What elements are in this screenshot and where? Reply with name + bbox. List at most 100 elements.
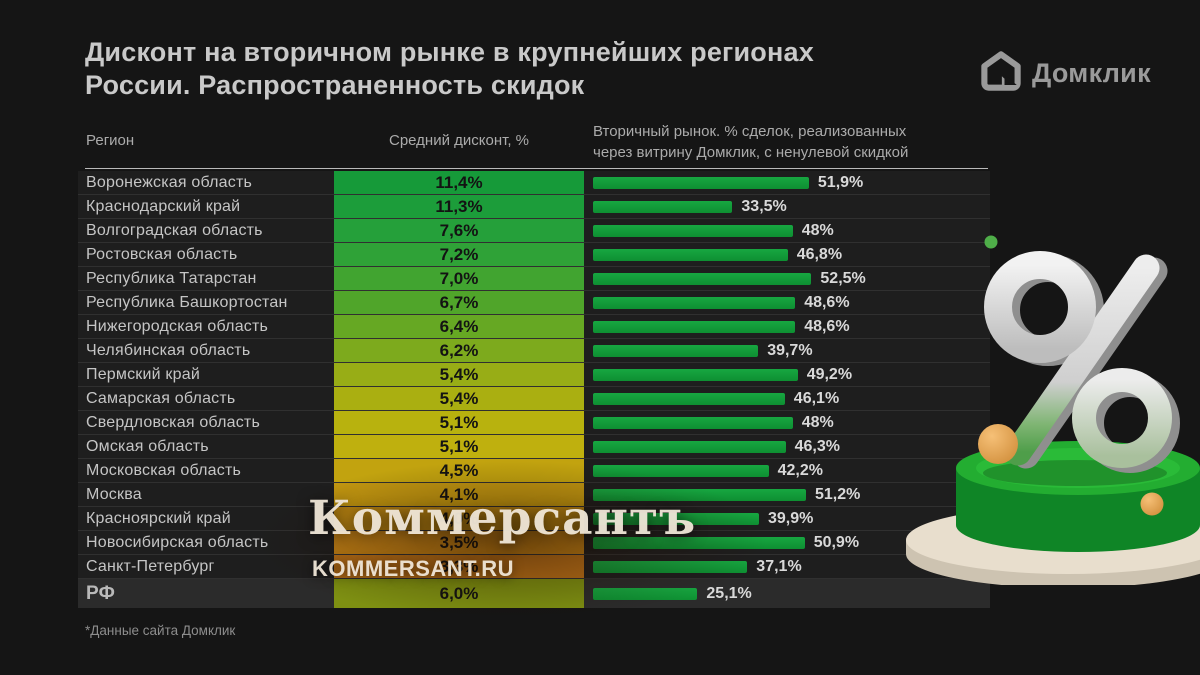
domklik-house-icon bbox=[980, 50, 1022, 97]
share-bar bbox=[593, 320, 796, 333]
column-header-share-line1: Вторичный рынок. % сделок, реализованных bbox=[593, 123, 907, 140]
table-row: Санкт-Петербург 3,3% 37,1% bbox=[78, 555, 990, 579]
share-bar-label: 48,6% bbox=[804, 317, 850, 335]
region-name: Воронежская область bbox=[86, 173, 253, 191]
source-footnote: *Данные сайта Домклик bbox=[85, 623, 236, 638]
avg-discount-cell: 7,6% bbox=[334, 219, 584, 242]
share-bar-label: 42,2% bbox=[777, 461, 823, 479]
share-bar-label: 49,2% bbox=[806, 365, 853, 383]
share-bar bbox=[593, 272, 812, 285]
region-name: Волгоградская область bbox=[86, 221, 263, 239]
table-row: Республика Башкортостан 6,7% 48,6% bbox=[78, 291, 990, 315]
share-bar-label: 50,9% bbox=[813, 533, 860, 551]
share-bar-wrap: 46,3% bbox=[593, 435, 986, 458]
avg-discount-cell: 11,3% bbox=[334, 195, 584, 218]
avg-discount-cell: 5,1% bbox=[334, 435, 584, 458]
share-bar bbox=[593, 392, 785, 405]
brand-logo: Домклик bbox=[980, 50, 1151, 97]
share-bar bbox=[593, 200, 733, 213]
table-row: Челябинская область 6,2% 39,7% bbox=[78, 339, 990, 363]
avg-discount-cell: 11,4% bbox=[334, 171, 584, 194]
share-bar-label: 52,5% bbox=[820, 269, 866, 287]
share-bar bbox=[593, 176, 809, 189]
share-bar bbox=[593, 440, 786, 453]
column-header-avg-discount: Средний дисконт, % bbox=[388, 132, 530, 149]
region-name: Республика Башкортостан bbox=[86, 293, 288, 311]
table-row: Ростовская область 7,2% 46,8% bbox=[78, 243, 990, 267]
avg-discount-cell: 5,4% bbox=[334, 387, 584, 410]
share-bar-label: 48,6% bbox=[804, 293, 850, 311]
share-bar-wrap: 52,5% bbox=[593, 267, 986, 290]
share-bar-label: 39,9% bbox=[768, 509, 814, 527]
table-row: РФ 6,0% 25,1% bbox=[78, 579, 990, 608]
share-bar bbox=[593, 416, 793, 429]
region-name: Свердловская область bbox=[86, 413, 260, 431]
share-bar-wrap: 46,8% bbox=[593, 243, 986, 266]
share-bar bbox=[593, 344, 759, 357]
avg-discount-cell: 4,5% bbox=[334, 459, 584, 482]
region-name: Нижегородская область bbox=[86, 317, 269, 335]
page-title: Дисконт на вторичном рынке в крупнейших … bbox=[85, 36, 915, 102]
column-header-share-line2: через витрину Домклик, с ненулевой скидк… bbox=[593, 144, 909, 161]
watermark-kommersant-url: KOMMERSANT.RU bbox=[312, 556, 515, 581]
share-bar-wrap: 48,6% bbox=[593, 291, 986, 314]
region-name: Краснодарский край bbox=[86, 197, 241, 215]
column-header-region: Регион bbox=[86, 132, 135, 149]
share-bar bbox=[593, 224, 793, 237]
share-bar-wrap: 33,5% bbox=[593, 195, 986, 218]
avg-discount-cell: 5,1% bbox=[334, 411, 584, 434]
header-divider bbox=[85, 168, 988, 169]
region-name: Красноярский край bbox=[86, 509, 231, 527]
table-row: Воронежская область 11,4% 51,9% bbox=[78, 171, 990, 195]
share-bar bbox=[593, 368, 798, 381]
region-name: Москва bbox=[86, 485, 142, 503]
share-bar-label: 51,9% bbox=[817, 173, 864, 191]
orange-sphere-large bbox=[978, 424, 1018, 464]
avg-discount-cell: 5,4% bbox=[334, 363, 584, 386]
share-bar-wrap: 49,2% bbox=[593, 363, 986, 386]
table-row: Самарская область 5,4% 46,1% bbox=[78, 387, 990, 411]
table-row: Нижегородская область 6,4% 48,6% bbox=[78, 315, 990, 339]
table-body: Воронежская область 11,4% 51,9% Краснода… bbox=[78, 171, 990, 609]
table-row: Свердловская область 5,1% 48% bbox=[78, 411, 990, 435]
page-title-line1: Дисконт на вторичном рынке в крупнейших … bbox=[85, 37, 814, 67]
share-bar bbox=[593, 464, 769, 477]
avg-discount-cell: 7,2% bbox=[334, 243, 584, 266]
share-bar bbox=[593, 296, 796, 309]
share-bar-label: 48% bbox=[801, 413, 834, 431]
region-name: Самарская область bbox=[86, 389, 236, 407]
table-row: Московская область 4,5% 42,2% bbox=[78, 459, 990, 483]
region-name: Ростовская область bbox=[86, 245, 238, 263]
share-bar-label: 39,7% bbox=[767, 341, 813, 359]
share-bar-wrap: 46,1% bbox=[593, 387, 986, 410]
table-row: Волгоградская область 7,6% 48% bbox=[78, 219, 990, 243]
share-bar-wrap: 39,7% bbox=[593, 339, 986, 362]
avg-discount-cell: 6,2% bbox=[334, 339, 584, 362]
column-header-share: Вторичный рынок. % сделок, реализованных… bbox=[593, 121, 908, 163]
watermark-kommersant: Коммерсантъ bbox=[308, 491, 697, 546]
share-bar-wrap: 51,9% bbox=[593, 171, 986, 194]
share-bar bbox=[593, 560, 748, 573]
region-name: Республика Татарстан bbox=[86, 269, 257, 287]
page-title-line2: России. Распространенность скидок bbox=[85, 70, 585, 100]
green-dot bbox=[984, 235, 998, 249]
share-bar-label: 48% bbox=[801, 221, 834, 239]
brand-name: Домклик bbox=[1032, 58, 1151, 88]
region-name: Пермский край bbox=[86, 365, 200, 383]
avg-discount-cell: 6,7% bbox=[334, 291, 584, 314]
avg-discount-cell: 6,0% bbox=[334, 579, 584, 608]
share-bar bbox=[593, 248, 788, 261]
table-row: Краснодарский край 11,3% 33,5% bbox=[78, 195, 990, 219]
share-bar-wrap: 48,6% bbox=[593, 315, 986, 338]
region-name: Московская область bbox=[86, 461, 242, 479]
percent-3d-decoration bbox=[870, 225, 1200, 590]
region-name: Санкт-Петербург bbox=[86, 557, 215, 575]
share-bar-wrap: 48% bbox=[593, 219, 986, 242]
share-bar-label: 25,1% bbox=[706, 584, 752, 602]
region-name: Челябинская область bbox=[86, 341, 251, 359]
avg-discount-cell: 6,4% bbox=[334, 315, 584, 338]
table-row: Пермский край 5,4% 49,2% bbox=[78, 363, 990, 387]
share-bar bbox=[593, 587, 698, 600]
share-bar-wrap: 48% bbox=[593, 411, 986, 434]
